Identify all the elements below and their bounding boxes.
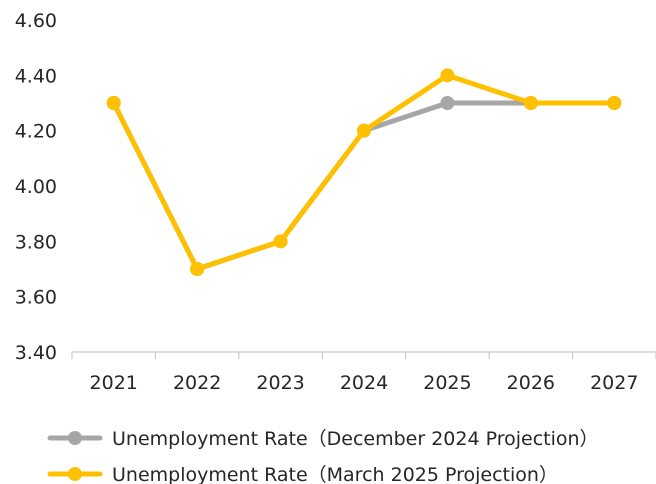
series-layer [106, 68, 622, 276]
y-tick-label: 4.20 [15, 121, 57, 143]
data-point [106, 96, 121, 110]
legend-item: Unemployment Rate（March 2025 Projection） [47, 464, 558, 484]
y-tick-label: 3.80 [15, 231, 57, 253]
data-point [607, 96, 622, 110]
x-axis: 2021 2022 2023 2024 2025 2026 2027 [71, 351, 656, 394]
legend-item: Unemployment Rate（December 2024 Projecti… [47, 428, 599, 450]
data-point [440, 96, 455, 110]
x-tick-label: 2021 [90, 372, 138, 394]
x-tick-label: 2027 [590, 372, 638, 394]
legend-label: Unemployment Rate（March 2025 Projection） [112, 464, 558, 484]
data-point [440, 68, 455, 83]
x-tick-label: 2026 [507, 372, 555, 394]
legend: Unemployment Rate（December 2024 Projecti… [47, 428, 599, 484]
data-point [190, 262, 205, 276]
y-axis: 3.40 3.60 3.80 4.00 4.20 4.40 4.60 [15, 10, 57, 364]
data-point [523, 96, 538, 110]
x-tick-label: 2022 [173, 372, 221, 394]
y-tick-label: 3.60 [15, 287, 57, 309]
legend-label: Unemployment Rate（December 2024 Projecti… [112, 428, 599, 450]
x-tick-label: 2023 [256, 372, 304, 394]
x-tick-label: 2024 [340, 372, 388, 394]
legend-swatch-marker [68, 431, 82, 445]
y-tick-label: 4.00 [15, 176, 57, 198]
legend-swatch-marker [68, 467, 82, 481]
series-1 [106, 96, 622, 276]
series-line [111, 72, 617, 272]
data-point [357, 123, 371, 138]
y-tick-label: 3.40 [15, 342, 57, 364]
y-tick-label: 4.60 [15, 10, 57, 32]
x-tick-label: 2025 [423, 372, 471, 394]
series-2 [106, 68, 622, 276]
data-point [273, 234, 288, 249]
y-tick-label: 4.40 [15, 65, 57, 87]
